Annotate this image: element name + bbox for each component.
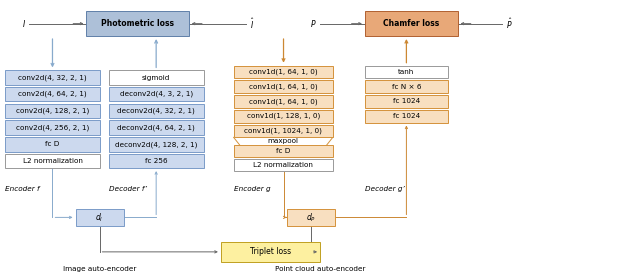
Text: sigmoid: sigmoid bbox=[142, 75, 170, 81]
FancyBboxPatch shape bbox=[109, 120, 204, 135]
FancyBboxPatch shape bbox=[5, 120, 100, 135]
Text: conv2d(4, 128, 2, 1): conv2d(4, 128, 2, 1) bbox=[16, 108, 89, 114]
Text: deconv2d(4, 3, 2, 1): deconv2d(4, 3, 2, 1) bbox=[120, 91, 193, 98]
Text: Point cloud auto-encoder: Point cloud auto-encoder bbox=[275, 266, 365, 272]
Text: Photometric loss: Photometric loss bbox=[101, 19, 174, 28]
Text: $d_P$: $d_P$ bbox=[306, 211, 316, 224]
FancyBboxPatch shape bbox=[5, 137, 100, 152]
Text: fc N × 6: fc N × 6 bbox=[392, 84, 421, 90]
FancyBboxPatch shape bbox=[287, 209, 335, 226]
FancyBboxPatch shape bbox=[5, 87, 100, 101]
Text: $d_I$: $d_I$ bbox=[95, 211, 104, 224]
FancyBboxPatch shape bbox=[365, 110, 448, 123]
Text: fc D: fc D bbox=[276, 148, 291, 154]
Text: L2 normalization: L2 normalization bbox=[253, 162, 313, 168]
FancyBboxPatch shape bbox=[234, 110, 333, 123]
FancyBboxPatch shape bbox=[76, 209, 124, 226]
FancyBboxPatch shape bbox=[365, 11, 458, 36]
Text: conv1d(1, 64, 1, 0): conv1d(1, 64, 1, 0) bbox=[249, 69, 317, 75]
Text: conv1d(1, 128, 1, 0): conv1d(1, 128, 1, 0) bbox=[246, 113, 320, 120]
FancyBboxPatch shape bbox=[86, 11, 189, 36]
Text: Chamfer loss: Chamfer loss bbox=[383, 19, 439, 28]
FancyBboxPatch shape bbox=[365, 80, 448, 93]
Text: conv1d(1, 64, 1, 0): conv1d(1, 64, 1, 0) bbox=[249, 83, 317, 90]
Text: $\hat{P}$: $\hat{P}$ bbox=[506, 16, 512, 31]
Text: fc D: fc D bbox=[45, 141, 60, 147]
Text: tanh: tanh bbox=[398, 69, 415, 75]
Text: conv2d(4, 64, 2, 1): conv2d(4, 64, 2, 1) bbox=[18, 91, 87, 98]
FancyBboxPatch shape bbox=[109, 154, 204, 168]
FancyBboxPatch shape bbox=[234, 95, 333, 108]
Text: $P$: $P$ bbox=[310, 18, 317, 29]
FancyBboxPatch shape bbox=[109, 87, 204, 101]
Text: deconv2d(4, 32, 2, 1): deconv2d(4, 32, 2, 1) bbox=[117, 108, 195, 114]
FancyBboxPatch shape bbox=[234, 125, 333, 137]
FancyBboxPatch shape bbox=[234, 145, 333, 157]
Text: conv1d(1, 1024, 1, 0): conv1d(1, 1024, 1, 0) bbox=[244, 128, 322, 134]
Text: conv1d(1, 64, 1, 0): conv1d(1, 64, 1, 0) bbox=[249, 98, 317, 105]
FancyBboxPatch shape bbox=[365, 66, 448, 78]
Text: deconv2d(4, 128, 2, 1): deconv2d(4, 128, 2, 1) bbox=[115, 141, 197, 148]
FancyBboxPatch shape bbox=[221, 242, 320, 262]
Text: maxpool: maxpool bbox=[268, 138, 299, 144]
FancyBboxPatch shape bbox=[234, 66, 333, 78]
FancyBboxPatch shape bbox=[234, 80, 333, 93]
FancyBboxPatch shape bbox=[365, 95, 448, 108]
FancyBboxPatch shape bbox=[109, 70, 204, 85]
Text: $I$: $I$ bbox=[22, 18, 26, 29]
Text: Triplet loss: Triplet loss bbox=[250, 247, 291, 256]
Text: $\hat{I}$: $\hat{I}$ bbox=[250, 16, 255, 31]
FancyBboxPatch shape bbox=[5, 70, 100, 85]
FancyBboxPatch shape bbox=[109, 104, 204, 118]
Text: fc 1024: fc 1024 bbox=[393, 98, 420, 105]
Text: conv2d(4, 32, 2, 1): conv2d(4, 32, 2, 1) bbox=[18, 74, 87, 81]
Text: Decoder g’: Decoder g’ bbox=[365, 186, 404, 192]
Text: Image auto-encoder: Image auto-encoder bbox=[63, 266, 136, 272]
Text: deconv2d(4, 64, 2, 1): deconv2d(4, 64, 2, 1) bbox=[117, 124, 195, 131]
FancyBboxPatch shape bbox=[109, 137, 204, 152]
Text: Encoder g: Encoder g bbox=[234, 186, 270, 192]
Text: Decoder f’: Decoder f’ bbox=[109, 186, 147, 192]
FancyBboxPatch shape bbox=[5, 154, 100, 168]
Text: L2 normalization: L2 normalization bbox=[22, 158, 83, 164]
Text: Encoder f: Encoder f bbox=[5, 186, 40, 192]
Text: fc 256: fc 256 bbox=[145, 158, 168, 164]
Text: conv2d(4, 256, 2, 1): conv2d(4, 256, 2, 1) bbox=[16, 124, 89, 131]
FancyBboxPatch shape bbox=[5, 104, 100, 118]
FancyBboxPatch shape bbox=[234, 159, 333, 171]
Text: fc 1024: fc 1024 bbox=[393, 113, 420, 119]
